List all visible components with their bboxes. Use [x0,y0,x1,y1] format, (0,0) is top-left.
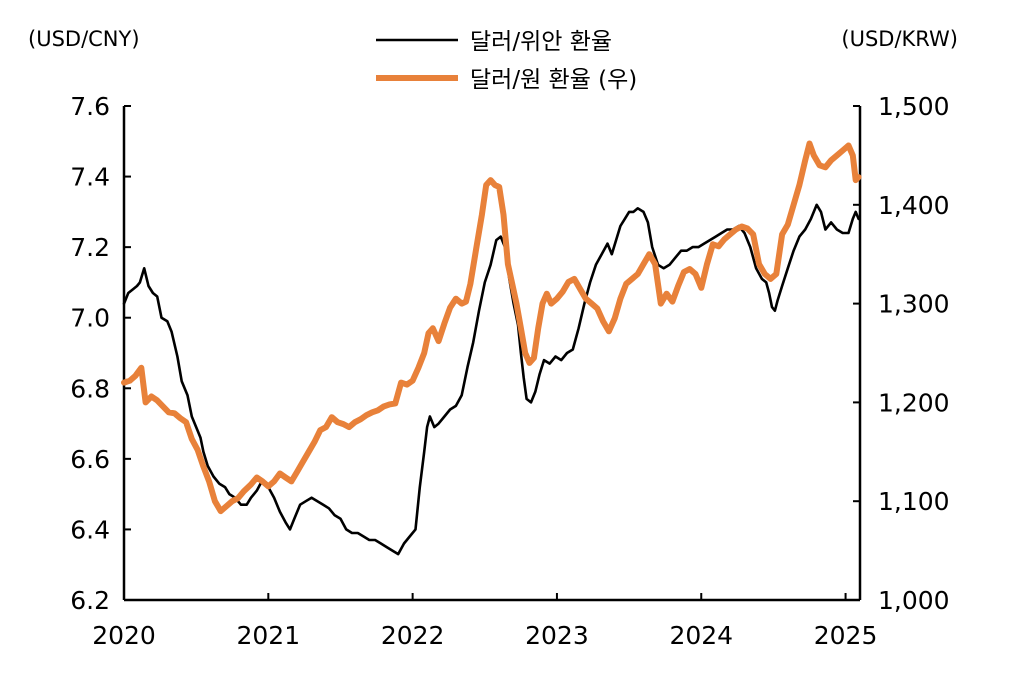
left-axis-unit-label: (USD/CNY) [28,27,140,51]
right-tick-label: 1,400 [878,191,950,220]
legend-label-usd-krw: 달러/원 환율 (우) [470,67,637,93]
x-tick-label: 2020 [92,621,156,650]
right-tick-label: 1,300 [878,290,950,319]
left-tick-label: 7.2 [70,233,110,262]
x-tick-label: 2025 [814,621,878,650]
x-tick-label: 2021 [237,621,301,650]
right-tick-label: 1,200 [878,388,950,417]
left-tick-label: 7.6 [70,92,110,121]
left-tick-label: 6.2 [70,586,110,615]
right-tick-label: 1,000 [878,586,950,615]
x-tick-label: 2023 [525,621,589,650]
legend-label-usd-cny: 달러/위안 환율 [470,29,612,55]
left-tick-label: 6.8 [70,374,110,403]
right-axis-unit-label: (USD/KRW) [841,27,958,51]
left-tick-label: 6.4 [70,515,110,544]
right-tick-label: 1,100 [878,487,950,516]
x-tick-label: 2022 [381,621,445,650]
left-tick-label: 7.0 [70,304,110,333]
left-tick-label: 6.6 [70,445,110,474]
series-lines [121,140,862,556]
tick-labels: 6.2 6.4 6.6 6.8 7.0 7.2 7.4 7.6 1,000 1,100 1,200 1… [70,92,949,650]
x-tick-label: 2024 [669,621,733,650]
right-tick-label: 1,500 [878,92,950,121]
chart-axes [122,105,862,602]
left-tick-label: 7.4 [70,163,110,192]
usd-krw-line [121,140,862,515]
